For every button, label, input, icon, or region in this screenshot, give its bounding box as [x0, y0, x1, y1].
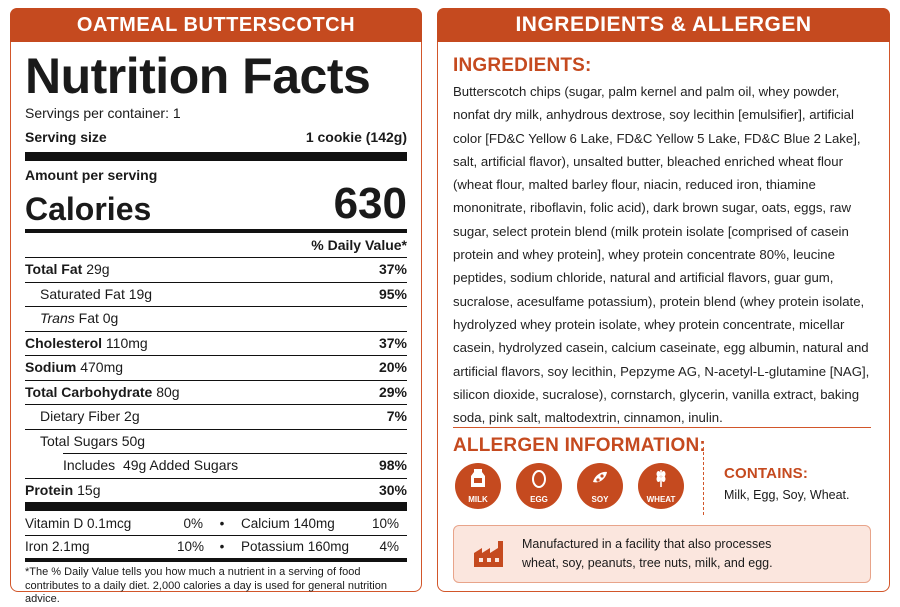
nutrient-dv: 30% — [378, 481, 407, 498]
egg-label: EGG — [530, 495, 548, 504]
nutrition-facts-panel: OATMEAL BUTTERSCOTCH Nutrition Facts Ser… — [10, 8, 422, 605]
nutrient-row-protein: Protein 15g 30% — [25, 477, 407, 503]
dv-header-row: % Daily Value* — [25, 233, 407, 257]
ingredients-text: Butterscotch chips (sugar, palm kernel a… — [453, 84, 870, 426]
mineral-dv: 10% — [371, 516, 399, 531]
nutrient-dv: 98% — [378, 457, 407, 473]
mineral-name: Potassium 160mg — [241, 539, 350, 554]
vitamin-name: Iron 2.1mg — [25, 539, 90, 554]
nutrient-name: Sodium — [25, 359, 77, 375]
soy-label: SOY — [591, 495, 609, 504]
amount-per-serving: Amount per serving — [25, 164, 407, 186]
ingredients-section: INGREDIENTS: Butterscotch chips (sugar, … — [453, 55, 871, 429]
nutrient-row-total-sugars: Total Sugars 50g — [25, 428, 407, 454]
bullet-separator: • — [219, 539, 225, 554]
bullet-separator: • — [219, 516, 225, 531]
allergen-heading-wrap: ALLERGEN INFORMATION: — [453, 435, 871, 457]
vitamin-row: Iron 2.1mg 10% • Potassium 160mg 4% — [25, 535, 407, 558]
product-banner: OATMEAL BUTTERSCOTCH — [10, 8, 422, 42]
nutrient-dv: 37% — [378, 334, 407, 351]
contains-heading: CONTAINS: — [724, 465, 809, 482]
vitamin-dv: 0% — [183, 516, 203, 531]
mineral-dv: 4% — [379, 539, 399, 554]
facility-notice: Manufactured in a facility that also pro… — [453, 525, 871, 583]
milk-carton-icon — [455, 468, 501, 495]
nutrient-row-dietary-fiber: Dietary Fiber 2g 7% — [25, 404, 407, 429]
contains-text: Milk, Egg, Soy, Wheat. — [724, 488, 850, 502]
ingredients-banner: INGREDIENTS & ALLERGEN INFORMATION — [437, 8, 890, 70]
wheat-icon — [638, 468, 684, 495]
section-divider — [453, 427, 871, 428]
nutrient-row-trans-fat: Trans Fat 0g — [25, 306, 407, 331]
milk-label: MILK — [468, 495, 488, 504]
ingredients-heading: INGREDIENTS: — [453, 55, 592, 76]
egg-allergen-badge: EGG — [516, 463, 562, 509]
nutrient-dv: 95% — [378, 285, 407, 302]
allergen-heading: ALLERGEN INFORMATION: — [453, 435, 706, 456]
calories-value: 630 — [333, 179, 407, 228]
nutrient-amount: 49g Added Sugars — [122, 457, 239, 473]
nutrient-name: Dietary Fiber — [40, 408, 121, 424]
milk-allergen-badge: MILK — [455, 463, 501, 509]
nutrient-dv: 37% — [378, 261, 407, 277]
ingredients-panel: INGREDIENTS & ALLERGEN INFORMATION INGRE… — [437, 8, 890, 592]
serving-size-label: Serving size — [25, 129, 107, 145]
wheat-allergen-badge: WHEAT — [638, 463, 684, 509]
amount-per-serving-label: Amount per serving — [25, 167, 158, 183]
nutrient-row-added-sugars: Includes 49g Added Sugars 98% — [63, 453, 407, 478]
nutrient-amount: 470mg — [80, 359, 124, 375]
nutrient-row-cholesterol: Cholesterol 110mg 37% — [25, 330, 407, 356]
daily-value-header: % Daily Value* — [311, 237, 407, 253]
nutrient-name: Saturated Fat — [40, 285, 125, 302]
facility-text: Manufactured in a facility that also pro… — [522, 537, 773, 570]
factory-icon — [472, 539, 506, 574]
nutrient-name: Total Carbohydrate — [25, 383, 153, 400]
nutrient-name: Total Sugars — [40, 432, 118, 449]
calories-row: Calories 630 — [25, 179, 407, 228]
nutrient-name: Protein — [25, 481, 74, 498]
servings-row: Servings per container: 1 — [25, 104, 407, 122]
nutrition-label: Nutrition Facts Servings per container: … — [25, 49, 407, 607]
contains-block: CONTAINS: Milk, Egg, Soy, Wheat. — [724, 465, 850, 502]
nutrient-amount: 80g — [156, 383, 180, 400]
vitamin-row: Vitamin D 0.1mcg 0% • Calcium 140mg 10% — [25, 513, 407, 535]
nutrient-name: Total Fat — [25, 261, 83, 277]
nutrient-amount: 50g — [121, 432, 146, 449]
nutrition-facts-title: Nutrition Facts — [25, 48, 371, 104]
egg-icon — [516, 468, 562, 495]
serving-size-row: Serving size 1 cookie (142g) — [25, 122, 407, 152]
nutrient-row-saturated-fat: Saturated Fat 19g 95% — [25, 281, 407, 307]
nutrient-name: Includes — [63, 457, 116, 473]
serving-size-value: 1 cookie (142g) — [305, 129, 407, 145]
nutrient-dv: 29% — [378, 383, 407, 400]
nutrient-amount: 2g — [124, 408, 140, 424]
nutrient-name-suffix: Fat — [78, 310, 99, 326]
divider-medium — [25, 558, 407, 562]
dashed-divider — [703, 447, 704, 515]
wheat-label: WHEAT — [646, 495, 676, 504]
nutrient-row-sodium: Sodium 470mg 20% — [25, 355, 407, 380]
soybean-icon — [577, 468, 623, 495]
nutrient-name: Trans — [40, 310, 75, 326]
daily-value-footnote: *The % Daily Value tells you how much a … — [25, 566, 387, 605]
divider-thick — [25, 152, 407, 161]
divider-medium — [25, 229, 407, 233]
calories-label: Calories — [25, 191, 152, 227]
nutrient-dv: 20% — [378, 359, 407, 375]
nutrient-row-total-fat: Total Fat 29g 37% — [25, 257, 407, 282]
nutrient-amount: 19g — [128, 285, 153, 302]
nutrient-row-total-carbohydrate: Total Carbohydrate 80g 29% — [25, 379, 407, 405]
nutrient-dv: 7% — [386, 408, 407, 424]
vitamin-dv: 10% — [177, 539, 205, 554]
divider-thick — [25, 502, 407, 511]
nutrient-amount: 29g — [86, 261, 110, 277]
servings-text: Servings per container: 1 — [25, 105, 181, 121]
nutrient-amount: 15g — [77, 481, 101, 498]
soy-allergen-badge: SOY — [577, 463, 623, 509]
nutrient-name: Cholesterol — [25, 334, 103, 351]
nutrient-amount: 110mg — [105, 334, 148, 351]
nutrient-amount: 0g — [102, 310, 119, 326]
vitamin-name: Vitamin D 0.1mcg — [25, 516, 132, 531]
mineral-name: Calcium 140mg — [241, 516, 335, 531]
